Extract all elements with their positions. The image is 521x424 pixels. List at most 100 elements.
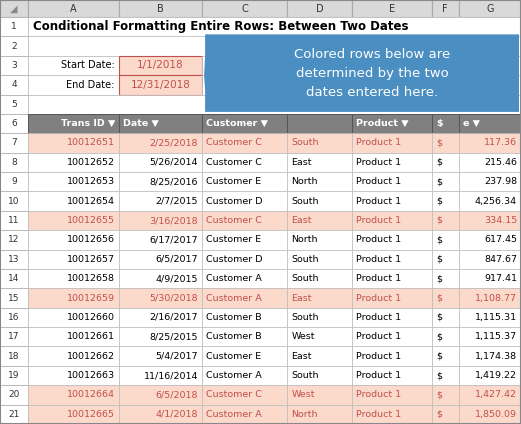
Bar <box>202 269 287 288</box>
Text: 16: 16 <box>8 313 20 322</box>
Text: Product 1: Product 1 <box>356 371 401 380</box>
Bar <box>432 230 458 250</box>
Bar <box>287 308 352 327</box>
Bar <box>28 75 119 95</box>
Bar <box>0 133 28 153</box>
Bar <box>28 56 119 75</box>
Text: Customer A: Customer A <box>206 410 262 419</box>
Text: $: $ <box>436 391 442 399</box>
Bar <box>0 269 28 288</box>
Bar <box>119 56 202 75</box>
Bar <box>287 288 352 308</box>
Bar <box>287 191 352 211</box>
Text: 1,115.37: 1,115.37 <box>475 332 517 341</box>
Bar <box>0 153 28 172</box>
Bar <box>458 211 521 230</box>
Bar <box>202 191 287 211</box>
Bar <box>432 269 458 288</box>
Text: Customer C: Customer C <box>206 391 262 399</box>
Text: 10012656: 10012656 <box>67 235 115 244</box>
Bar <box>432 385 458 404</box>
Bar <box>202 327 287 346</box>
Bar <box>352 56 432 75</box>
Text: C: C <box>241 3 248 14</box>
Text: Customer B: Customer B <box>206 332 262 341</box>
Text: 10012664: 10012664 <box>67 391 115 399</box>
Text: Product 1: Product 1 <box>356 177 401 186</box>
Bar <box>458 133 521 153</box>
Text: East: East <box>291 158 312 167</box>
Bar <box>202 75 287 95</box>
Bar <box>28 346 119 366</box>
Bar <box>28 269 119 288</box>
Bar <box>458 346 521 366</box>
Text: $: $ <box>436 119 443 128</box>
Bar <box>202 250 287 269</box>
Text: 10012657: 10012657 <box>67 255 115 264</box>
Text: D: D <box>316 3 323 14</box>
Text: Customer C: Customer C <box>206 216 262 225</box>
Text: 5: 5 <box>11 100 17 109</box>
Bar <box>352 250 432 269</box>
Text: Customer E: Customer E <box>206 235 261 244</box>
Bar <box>119 153 202 172</box>
Text: 2: 2 <box>11 42 17 50</box>
Bar <box>0 56 28 75</box>
Bar <box>119 191 202 211</box>
Text: Product 1: Product 1 <box>356 351 401 361</box>
Bar <box>287 346 352 366</box>
Text: 21: 21 <box>8 410 20 419</box>
Text: North: North <box>291 177 318 186</box>
Bar <box>352 269 432 288</box>
Bar <box>202 308 287 327</box>
Text: Product 1: Product 1 <box>356 139 401 148</box>
Bar <box>119 211 202 230</box>
Bar <box>352 288 432 308</box>
Bar <box>0 191 28 211</box>
Text: B: B <box>157 3 164 14</box>
Text: e ▼: e ▼ <box>463 119 479 128</box>
Text: 12/31/2018: 12/31/2018 <box>131 80 190 90</box>
Text: A: A <box>70 3 77 14</box>
Text: 14: 14 <box>8 274 20 283</box>
Bar <box>28 288 119 308</box>
Bar <box>28 95 521 114</box>
Bar <box>0 172 28 191</box>
Text: 7: 7 <box>11 139 17 148</box>
Bar <box>287 56 352 75</box>
Text: 5/4/2017: 5/4/2017 <box>156 351 198 361</box>
Text: 8/25/2016: 8/25/2016 <box>150 177 198 186</box>
Bar <box>119 133 202 153</box>
Bar <box>432 191 458 211</box>
Text: $: $ <box>436 177 442 186</box>
Bar <box>287 385 352 404</box>
Text: 2/7/2015: 2/7/2015 <box>156 197 198 206</box>
Text: 15: 15 <box>8 293 20 302</box>
Text: $: $ <box>436 274 442 283</box>
Bar <box>28 114 119 133</box>
Text: East: East <box>291 216 312 225</box>
Text: 617.45: 617.45 <box>484 235 517 244</box>
Text: Product 1: Product 1 <box>356 332 401 341</box>
Bar <box>458 385 521 404</box>
Bar <box>28 36 521 56</box>
Text: Product 1: Product 1 <box>356 255 401 264</box>
Bar <box>0 366 28 385</box>
Bar <box>28 250 119 269</box>
Text: 334.15: 334.15 <box>484 216 517 225</box>
Text: $: $ <box>436 371 442 380</box>
Bar <box>287 230 352 250</box>
Text: $: $ <box>436 158 442 167</box>
Bar <box>287 172 352 191</box>
Bar <box>28 404 119 424</box>
Bar <box>287 114 352 133</box>
Bar <box>458 250 521 269</box>
Text: 20: 20 <box>8 391 20 399</box>
Bar <box>28 133 119 153</box>
Bar <box>0 17 28 36</box>
Bar <box>458 269 521 288</box>
Text: 1,115.31: 1,115.31 <box>475 313 517 322</box>
Text: 13: 13 <box>8 255 20 264</box>
Bar <box>202 56 287 75</box>
Text: Date ▼: Date ▼ <box>123 119 158 128</box>
